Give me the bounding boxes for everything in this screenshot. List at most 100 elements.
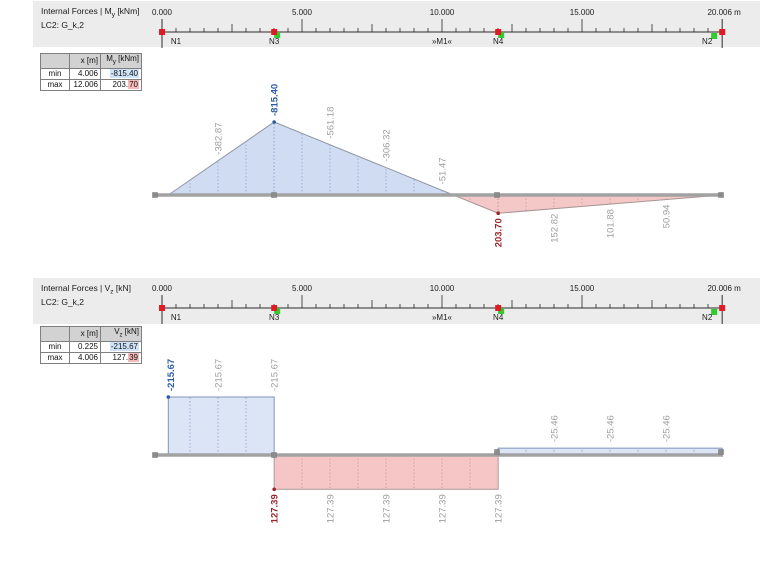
extreme-dot-min — [166, 395, 171, 399]
max-row-label: max — [40, 78, 70, 91]
ruler-label: 10.000 — [430, 8, 455, 17]
extreme-dot-max — [496, 211, 500, 216]
node-marker-N3[interactable] — [271, 29, 278, 35]
moment-fill-negative[interactable] — [166, 121, 454, 196]
extremes-table-my: x [m] My [kNm] min 4.006 -815.40 max 12.… — [40, 53, 142, 91]
table-row-min: min 4.006 -815.40 — [40, 67, 142, 80]
member-junction-square — [152, 452, 158, 458]
panel-header-my: Internal Forces | My [kNm] LC2: G_k,2 — [33, 1, 760, 47]
panel-title-vz-unit: [kN] — [113, 283, 132, 293]
value-header-symbol: V — [114, 327, 120, 336]
table-row-min: min 0.225 -215.67 — [40, 340, 142, 353]
ruler-label: 5.000 — [292, 8, 313, 17]
max-value-cell: 203.70 — [100, 78, 142, 91]
min-x-value: 4.006 — [69, 67, 101, 80]
panel-title-my-unit: [kNm] — [114, 6, 140, 16]
value-label: -215.67 — [270, 359, 281, 391]
table-row-max: max 4.006 127.39 — [40, 351, 142, 364]
max-value-cell: 127.39 — [100, 351, 142, 364]
panel-title-my-text: Internal Forces | M — [41, 6, 112, 16]
min-value-label: -215.67 — [166, 359, 177, 391]
panel-title-my-sub: y — [111, 11, 115, 19]
table-header-row: x [m] My [kNm] — [40, 53, 142, 69]
shear-fill-negative[interactable] — [167, 396, 275, 456]
table-header-row: x [m] Vz [kN] — [40, 326, 142, 342]
node-marker-green-N2[interactable] — [711, 33, 718, 39]
value-label: 127.39 — [382, 494, 393, 523]
node-marker-N2[interactable] — [719, 29, 726, 35]
value-label: 101.88 — [606, 209, 617, 238]
value-header-symbol: M — [106, 54, 113, 63]
moment-fill-positive[interactable] — [453, 194, 723, 214]
ruler-label: 0.000 — [152, 8, 173, 17]
value-label: 127.39 — [438, 494, 449, 523]
min-value-label: -815.40 — [270, 84, 281, 116]
min-value-cell: -815.40 — [100, 67, 142, 80]
panel-title-vz-text: Internal Forces | V — [41, 283, 111, 293]
extreme-dot-max — [272, 487, 276, 492]
node-label-N2: N2 — [702, 37, 713, 46]
node-label-N2: N2 — [702, 313, 713, 322]
load-case-label-my: LC2: G_k,2 — [41, 20, 84, 30]
max-value-highlight: 39 — [128, 352, 139, 362]
member-junction-square — [718, 449, 724, 455]
ruler-label: 20.006 m — [707, 8, 741, 17]
ruler-label: 15.000 — [570, 284, 595, 293]
value-label: 152.82 — [550, 214, 561, 243]
max-x-value: 4.006 — [69, 351, 101, 364]
member-junction-square — [271, 452, 277, 458]
max-value-plain: 127. — [112, 352, 129, 362]
value-label: -306.32 — [382, 129, 393, 161]
max-x-value: 12.006 — [69, 78, 101, 91]
node-marker-N3[interactable] — [271, 305, 278, 311]
min-value-cell: -215.67 — [100, 340, 142, 353]
node-label-N3: N3 — [269, 37, 280, 46]
value-column-header: Vz [kN] — [100, 326, 142, 342]
node-label-N1: N1 — [171, 313, 182, 322]
corner-cell — [40, 326, 70, 342]
node-marker-N1[interactable] — [159, 29, 165, 35]
member-label: »M1« — [432, 37, 453, 46]
panel-title-vz: Internal Forces | Vz [kN] — [41, 283, 131, 296]
min-value-highlight: -815.40 — [109, 68, 139, 78]
node-marker-N1[interactable] — [159, 305, 165, 311]
node-label-N4: N4 — [493, 37, 504, 46]
ruler-label: 0.000 — [152, 284, 173, 293]
ruler-label: 20.006 m — [707, 284, 741, 293]
value-label: -25.46 — [662, 415, 673, 442]
value-header-unit: [kN] — [122, 327, 139, 336]
x-column-header: x [m] — [69, 53, 101, 69]
value-label: 127.39 — [326, 494, 337, 523]
value-label: 127.39 — [494, 494, 505, 523]
max-value-label: 203.70 — [494, 218, 505, 247]
value-header-unit: [kNm] — [115, 54, 139, 63]
min-row-label: min — [40, 340, 70, 353]
value-header-sub: y — [112, 59, 116, 66]
value-header-sub: z — [119, 332, 123, 339]
value-label: 50.94 — [662, 205, 673, 229]
node-marker-N2[interactable] — [719, 305, 726, 311]
node-marker-green-N2[interactable] — [711, 309, 718, 315]
extremes-table-vz: x [m] Vz [kN] min 0.225 -215.67 max 4.00… — [40, 326, 142, 364]
node-marker-N4[interactable] — [495, 305, 502, 311]
ruler-label: 15.000 — [570, 8, 595, 17]
ruler-label: 5.000 — [292, 284, 313, 293]
max-row-label: max — [40, 351, 70, 364]
panel-header-vz: Internal Forces | Vz [kN] LC2: G_k,2 — [33, 278, 760, 324]
member-junction-square — [271, 192, 277, 198]
value-label: -25.46 — [550, 415, 561, 442]
member-junction-square — [718, 192, 724, 198]
member-junction-square — [494, 192, 500, 198]
node-label-N1: N1 — [171, 37, 182, 46]
member-junction-square — [152, 192, 158, 198]
min-x-value: 0.225 — [69, 340, 101, 353]
member-junction-square — [494, 449, 500, 455]
value-label: -382.87 — [214, 122, 225, 154]
min-value-highlight: -215.67 — [109, 341, 139, 351]
corner-cell — [40, 53, 70, 69]
panel-title-my: Internal Forces | My [kNm] — [41, 6, 140, 19]
max-value-highlight: 70 — [128, 79, 139, 89]
node-marker-N4[interactable] — [495, 29, 502, 35]
node-label-N4: N4 — [493, 313, 504, 322]
